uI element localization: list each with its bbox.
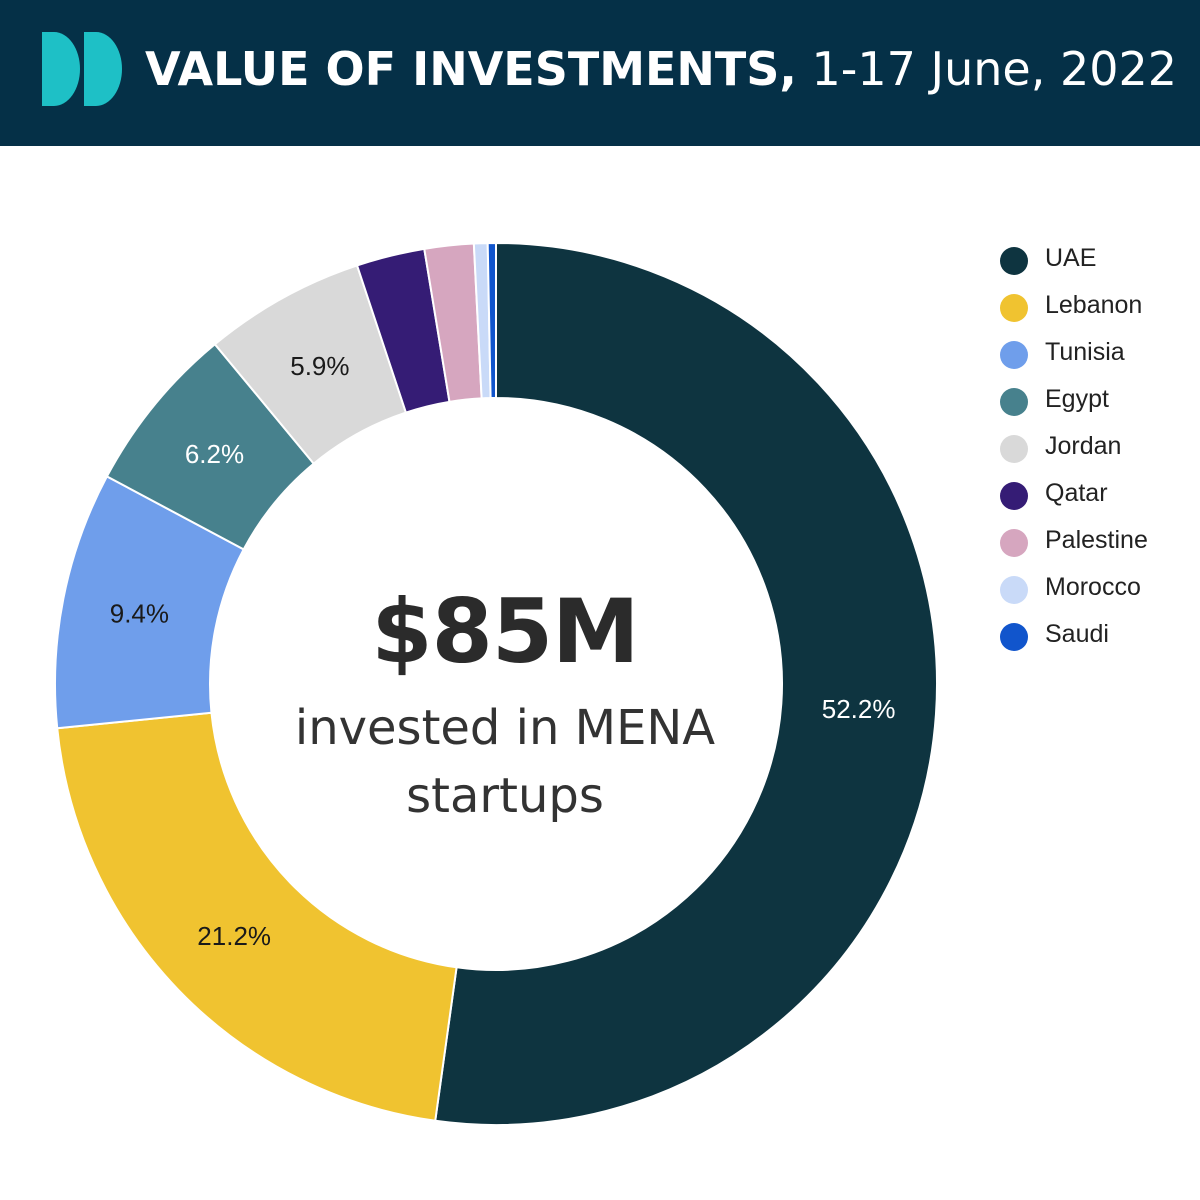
legend-label: Morocco	[1045, 573, 1141, 601]
legend-label: UAE	[1045, 244, 1097, 272]
legend-label: Lebanon	[1045, 291, 1143, 319]
legend-item-morocco: Morocco	[1000, 569, 1190, 609]
title-bold: VALUE OF INVESTMENTS,	[145, 42, 797, 96]
legend-swatch	[1000, 341, 1028, 369]
legend-label: Jordan	[1045, 432, 1122, 460]
legend-item-lebanon: Lebanon	[1000, 287, 1190, 327]
logo-right-half	[84, 32, 122, 106]
total-investment-value: $85M	[371, 580, 639, 683]
header-bar: VALUE OF INVESTMENTS, 1-17 June, 2022	[0, 0, 1200, 146]
legend-item-palestine: Palestine	[1000, 522, 1190, 562]
donut-chart: 52.2% 21.2% 9.4% 6.2% 5.9%	[54, 241, 939, 1126]
slice-label-uae: 52.2%	[822, 694, 896, 724]
legend-item-egypt: Egypt	[1000, 381, 1190, 421]
slice-label-jordan: 5.9%	[290, 351, 349, 381]
title-date-range: 1-17 June, 2022	[796, 42, 1178, 96]
slice-label-lebanon: 21.2%	[197, 921, 271, 951]
legend-swatch	[1000, 623, 1028, 651]
legend-label: Saudi	[1045, 620, 1109, 648]
legend-item-tunisia: Tunisia	[1000, 334, 1190, 374]
total-investment-caption: invested in MENA startups	[294, 700, 716, 824]
legend-label: Egypt	[1045, 385, 1109, 413]
page-title: VALUE OF INVESTMENTS, 1-17 June, 2022	[145, 42, 1177, 96]
slice-label-egypt: 6.2%	[185, 439, 244, 469]
legend-swatch	[1000, 482, 1028, 510]
double-d-logo-icon	[42, 32, 122, 106]
slice-uae	[434, 241, 939, 1126]
slice-lebanon	[56, 711, 458, 1122]
legend-swatch	[1000, 529, 1028, 557]
slice-label-tunisia: 9.4%	[110, 599, 169, 629]
legend-label: Qatar	[1045, 479, 1108, 507]
legend-swatch	[1000, 294, 1028, 322]
legend-item-jordan: Jordan	[1000, 428, 1190, 468]
slice-saudi	[486, 241, 497, 400]
legend-item-saudi: Saudi	[1000, 616, 1190, 656]
legend-item-uae: UAE	[1000, 240, 1190, 280]
legend-item-qatar: Qatar	[1000, 475, 1190, 515]
legend-label: Palestine	[1045, 526, 1148, 554]
legend-swatch	[1000, 576, 1028, 604]
legend-label: Tunisia	[1045, 338, 1125, 366]
legend-swatch	[1000, 435, 1028, 463]
logo-left-half	[42, 32, 80, 106]
legend-swatch	[1000, 388, 1028, 416]
legend-swatch	[1000, 247, 1028, 275]
